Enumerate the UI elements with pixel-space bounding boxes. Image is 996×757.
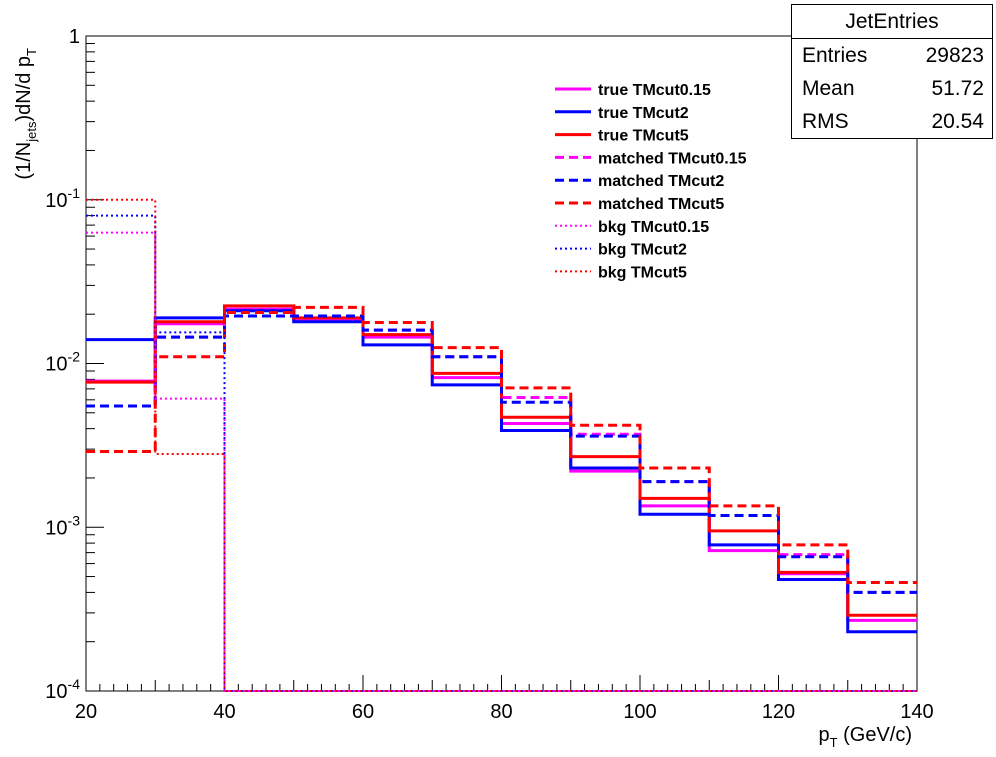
stats-label: Entries [802, 44, 868, 67]
legend-label: matched TMcut2 [598, 173, 724, 190]
legend-label: bkg TMcut5 [598, 264, 687, 281]
series-line [86, 305, 917, 584]
series-line [86, 214, 917, 692]
stats-row-entries: Entries 29823 [802, 44, 984, 68]
y-axis-label: (1/Njets)dN/d pT [13, 48, 39, 180]
series-layer [86, 198, 917, 692]
y-tick-label: 1 [69, 26, 80, 48]
stats-title: JetEntries [792, 5, 992, 39]
x-tick-label: 60 [352, 701, 374, 723]
legend-label: bkg TMcut0.15 [598, 219, 709, 236]
stats-value: 20.54 [931, 110, 984, 133]
stats-box: JetEntries Entries 29823 Mean 51.72 RMS … [791, 4, 993, 139]
series-line [86, 198, 917, 692]
axis-ticks: 20 40 60 80 100 120 140 10-4 10-3 10-2 10-1 1 [45, 26, 933, 723]
x-tick-label: 100 [623, 701, 656, 723]
stats-value: 51.72 [931, 77, 984, 100]
legend-label: true TMcut2 [598, 105, 689, 122]
legend-label: true TMcut5 [598, 128, 689, 145]
x-axis-label: pT (GeV/c) [818, 724, 912, 750]
x-tick-label: 40 [213, 701, 235, 723]
series-line [86, 231, 917, 692]
x-tick-label: 120 [762, 701, 795, 723]
legend-label: matched TMcut0.15 [598, 150, 747, 167]
x-tick-label: 80 [490, 701, 512, 723]
stats-row-mean: Mean 51.72 [802, 77, 984, 101]
legend-label: matched TMcut5 [598, 196, 724, 213]
y-tick-label: 10-1 [45, 185, 80, 212]
stats-value: 29823 [925, 44, 984, 67]
y-tick-label: 10-2 [45, 349, 80, 376]
y-tick-label: 10-4 [45, 676, 80, 703]
x-tick-label: 140 [900, 701, 933, 723]
stats-row-rms: RMS 20.54 [802, 110, 984, 134]
y-tick-label: 10-3 [45, 512, 80, 539]
legend-label: true TMcut0.15 [598, 82, 711, 99]
legend-label: bkg TMcut2 [598, 242, 687, 259]
stats-label: RMS [802, 110, 849, 133]
stats-label: Mean [802, 77, 855, 100]
x-tick-label: 20 [75, 701, 97, 723]
legend: true TMcut0.15 true TMcut2 true TMcut5 matc… [555, 82, 747, 281]
